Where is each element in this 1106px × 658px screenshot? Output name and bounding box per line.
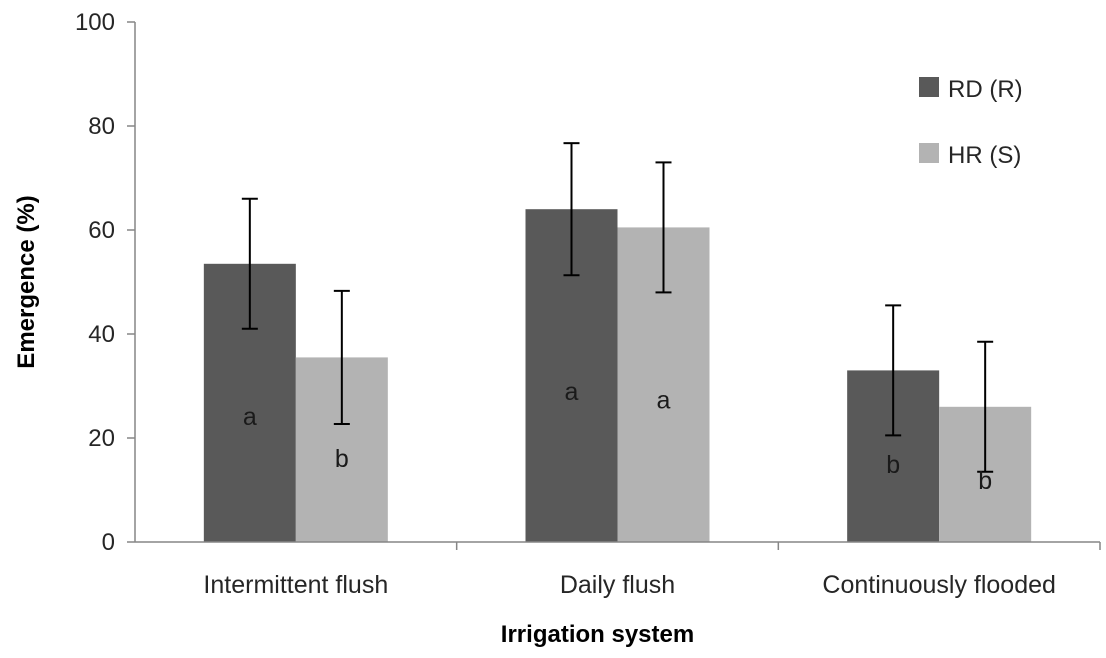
- error-bars: [241, 142, 994, 473]
- y-tick-label: 40: [88, 321, 115, 348]
- legend-label: HR (S): [948, 142, 1021, 169]
- y-tick-label: 60: [88, 217, 115, 244]
- x-axis-ticks: [455, 542, 1101, 550]
- significance-letter: b: [886, 451, 900, 479]
- category-label: Daily flush: [560, 571, 675, 599]
- y-tick-label: 20: [88, 425, 115, 452]
- legend: RD (R) HR (S): [919, 76, 1023, 169]
- y-tick-label: 80: [88, 113, 115, 140]
- y-axis-ticks: 0 20 40 60 80 100: [75, 9, 135, 556]
- significance-letters: a b a a b b: [243, 378, 992, 495]
- significance-letter: a: [243, 403, 257, 431]
- significance-letter: a: [657, 386, 671, 414]
- y-tick-label: 100: [75, 9, 115, 36]
- significance-letter: b: [335, 445, 349, 473]
- legend-label: RD (R): [948, 76, 1023, 103]
- category-labels: Intermittent flush Daily flush Continuousl…: [203, 571, 1055, 599]
- legend-swatch: [919, 77, 939, 97]
- category-label: Intermittent flush: [203, 571, 388, 599]
- y-tick-label: 0: [102, 529, 115, 556]
- legend-swatch: [919, 143, 939, 163]
- bars: [203, 209, 1032, 542]
- category-label: Continuously flooded: [822, 571, 1056, 599]
- significance-letter: b: [978, 467, 992, 495]
- y-axis-title: Emergence (%): [13, 195, 40, 368]
- significance-letter: a: [565, 378, 579, 406]
- x-axis-title: Irrigation system: [501, 621, 694, 648]
